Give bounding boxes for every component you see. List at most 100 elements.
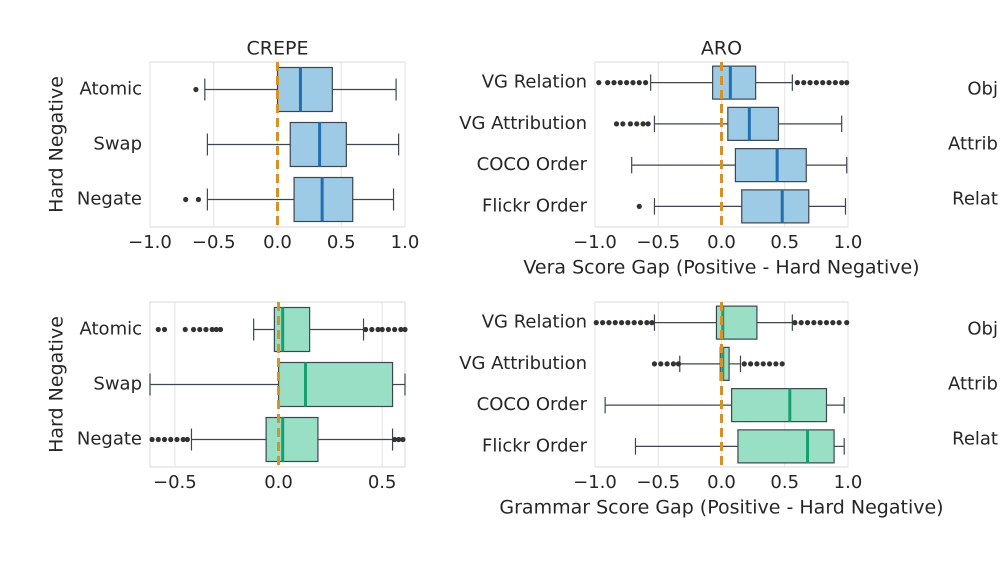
box bbox=[737, 429, 835, 464]
y-axis-label: Hard Negative bbox=[46, 76, 68, 213]
outlier bbox=[636, 80, 642, 86]
outlier bbox=[369, 326, 375, 333]
y-tick-label: Atomic bbox=[80, 319, 143, 340]
outlier bbox=[612, 320, 618, 326]
y-tick-label: COCO Order bbox=[477, 394, 588, 415]
outlier bbox=[631, 320, 637, 326]
outlier bbox=[830, 320, 836, 326]
outlier bbox=[637, 320, 644, 326]
y-tick-label: Relat bbox=[952, 429, 998, 450]
outlier bbox=[839, 80, 845, 86]
outlier bbox=[625, 320, 631, 326]
outlier bbox=[634, 121, 640, 127]
outlier bbox=[183, 196, 189, 203]
x-tick-label: 0.0 bbox=[263, 232, 292, 253]
outlier bbox=[217, 326, 224, 333]
outlier bbox=[644, 320, 650, 326]
y-tick-label: VG Attribution bbox=[459, 113, 587, 134]
box bbox=[712, 65, 757, 100]
outlier bbox=[658, 361, 664, 367]
outlier bbox=[400, 436, 406, 443]
outlier bbox=[844, 80, 850, 86]
outlier bbox=[197, 326, 203, 333]
outlier bbox=[599, 320, 606, 326]
y-tick-label: Atomic bbox=[80, 79, 143, 100]
outlier bbox=[640, 121, 646, 127]
x-tick-label: −0.5 bbox=[192, 232, 236, 253]
y-tick-label: Swap bbox=[93, 134, 142, 155]
outlier bbox=[836, 320, 842, 326]
outlier bbox=[630, 80, 636, 86]
box bbox=[731, 388, 828, 423]
outlier bbox=[213, 326, 219, 333]
outlier bbox=[651, 361, 658, 367]
outlier bbox=[820, 80, 826, 86]
box bbox=[265, 416, 319, 463]
outlier bbox=[605, 80, 611, 86]
x-tick-label: 1.0 bbox=[834, 232, 863, 253]
outlier bbox=[649, 320, 655, 326]
outlier bbox=[754, 361, 760, 367]
outlier bbox=[613, 121, 620, 127]
box bbox=[727, 106, 780, 141]
x-tick-label: 0.0 bbox=[264, 472, 293, 493]
outlier bbox=[664, 361, 670, 367]
outlier bbox=[741, 361, 747, 367]
outlier bbox=[596, 80, 602, 86]
outlier bbox=[844, 320, 850, 326]
outlier bbox=[593, 320, 599, 326]
outlier bbox=[398, 326, 404, 333]
outlier bbox=[392, 436, 398, 443]
outlier bbox=[801, 80, 807, 86]
outlier bbox=[792, 320, 798, 326]
outlier bbox=[402, 326, 408, 333]
outlier bbox=[832, 80, 838, 86]
y-tick-label: Negate bbox=[77, 189, 142, 210]
x-axis-label: Grammar Score Gap (Positive - Hard Negat… bbox=[499, 497, 943, 519]
outlier bbox=[779, 361, 785, 367]
outlier bbox=[149, 436, 155, 443]
outlier bbox=[363, 326, 369, 333]
outlier bbox=[798, 320, 804, 326]
outlier bbox=[747, 361, 754, 367]
outlier bbox=[813, 80, 819, 86]
outlier bbox=[155, 326, 161, 333]
outlier bbox=[811, 320, 817, 326]
x-tick-label: 0.0 bbox=[707, 472, 736, 493]
box bbox=[741, 189, 810, 224]
x-tick-label: −1.0 bbox=[573, 232, 617, 253]
y-tick-label: Flickr Order bbox=[482, 195, 588, 216]
y-tick-label: Swap bbox=[93, 374, 142, 395]
outlier bbox=[385, 326, 392, 333]
box bbox=[273, 306, 311, 353]
outlier bbox=[804, 320, 811, 326]
outlier bbox=[161, 326, 168, 333]
y-tick-label: VG Attribution bbox=[459, 353, 587, 374]
outlier bbox=[375, 326, 381, 333]
outlier bbox=[760, 361, 766, 367]
chart-title: ARO bbox=[701, 38, 742, 60]
x-tick-label: −0.5 bbox=[636, 472, 680, 493]
y-tick-label: Obj bbox=[967, 319, 998, 340]
x-tick-label: 0.0 bbox=[707, 232, 736, 253]
outlier bbox=[645, 121, 651, 127]
y-tick-label: Negate bbox=[77, 429, 142, 450]
outlier bbox=[636, 203, 642, 209]
y-tick-label: Relat bbox=[952, 189, 998, 210]
outlier bbox=[823, 320, 830, 326]
outlier bbox=[190, 326, 197, 333]
outlier bbox=[209, 326, 215, 333]
outlier bbox=[620, 121, 626, 127]
outlier bbox=[396, 436, 402, 443]
x-tick-label: −0.5 bbox=[636, 232, 680, 253]
outlier bbox=[182, 326, 188, 333]
chart-title: CREPE bbox=[247, 38, 309, 60]
outlier bbox=[155, 436, 161, 443]
outlier bbox=[379, 326, 385, 333]
outlier bbox=[174, 436, 180, 443]
outlier bbox=[627, 121, 634, 127]
outlier bbox=[773, 361, 779, 367]
outlier bbox=[168, 436, 174, 443]
outlier bbox=[618, 320, 625, 326]
